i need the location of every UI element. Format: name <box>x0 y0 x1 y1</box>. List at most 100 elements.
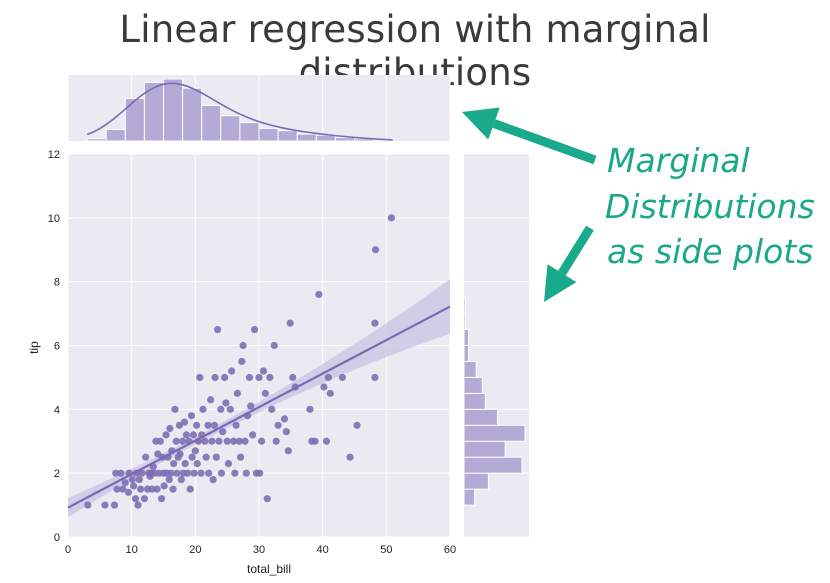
data-point <box>184 469 192 477</box>
data-point <box>172 437 180 445</box>
data-point <box>232 421 240 429</box>
data-point <box>289 373 297 382</box>
data-point <box>371 373 379 382</box>
data-point <box>259 367 268 375</box>
data-point <box>217 405 225 413</box>
arrow-to-right-marginal-shaft <box>558 225 594 276</box>
data-point <box>149 463 157 471</box>
data-point <box>197 469 205 477</box>
data-point <box>255 373 263 382</box>
data-point <box>326 389 334 397</box>
data-point <box>226 405 234 413</box>
data-point <box>284 447 292 455</box>
data-point <box>188 453 196 461</box>
x-tick-label: 10 <box>126 544 138 556</box>
regression-line <box>67 305 451 509</box>
data-point <box>128 475 136 484</box>
data-point <box>274 421 282 429</box>
data-point <box>138 469 146 477</box>
right-histogram-bar <box>463 440 506 458</box>
top-histogram-bar <box>277 130 298 142</box>
top-histogram-bar <box>334 137 355 142</box>
data-point <box>117 469 125 477</box>
top-histogram-bar <box>201 104 222 142</box>
data-point <box>212 453 220 461</box>
data-point <box>353 421 361 429</box>
right-histogram-bar <box>463 376 483 394</box>
arrow-to-top-marginal <box>462 107 597 165</box>
data-point <box>270 341 278 350</box>
data-point <box>135 475 143 484</box>
top-histogram-bar <box>163 78 184 142</box>
data-point <box>189 431 198 439</box>
data-point <box>236 453 245 461</box>
data-point <box>256 469 264 477</box>
data-point <box>207 396 215 404</box>
data-point <box>136 485 145 493</box>
y-tick-label: 8 <box>54 277 60 289</box>
top-histogram-bar <box>86 138 107 142</box>
data-point <box>110 501 119 509</box>
data-point <box>247 402 255 410</box>
right-histogram-bar <box>463 456 523 474</box>
data-point <box>241 437 249 445</box>
data-point <box>371 246 380 254</box>
right-histogram-bar <box>463 424 526 442</box>
data-point <box>157 495 166 503</box>
data-point <box>219 428 227 436</box>
data-point <box>322 437 331 445</box>
data-point <box>387 214 396 222</box>
data-point <box>190 469 198 477</box>
data-point <box>315 290 323 299</box>
right-histogram-bar <box>463 472 489 490</box>
top-histogram-bar <box>258 127 279 142</box>
data-point <box>124 488 133 496</box>
data-point <box>162 431 170 439</box>
data-point <box>201 437 209 445</box>
data-point <box>268 405 276 413</box>
data-point <box>179 437 187 445</box>
right-histogram-bar <box>463 345 470 362</box>
data-point <box>166 424 174 433</box>
data-point <box>228 367 236 375</box>
data-point <box>231 469 239 477</box>
data-point <box>221 373 229 382</box>
data-point <box>346 453 354 461</box>
x-tick-label: 60 <box>444 544 456 556</box>
arrow-to-right-marginal-head <box>544 264 577 302</box>
data-point <box>165 475 173 484</box>
data-point <box>205 469 213 477</box>
data-point <box>134 501 142 509</box>
data-point <box>148 485 156 493</box>
data-point <box>167 469 175 477</box>
data-point <box>311 437 319 445</box>
data-point <box>280 415 289 423</box>
data-point <box>217 469 226 477</box>
top-histogram-bar <box>296 133 317 142</box>
data-point <box>101 501 109 509</box>
data-point <box>249 431 257 439</box>
data-point <box>177 475 185 484</box>
x-axis-label: total_bill <box>247 562 291 576</box>
data-point <box>242 469 250 477</box>
data-point <box>239 341 247 350</box>
annotation: Marginal Distributions as side plots <box>462 107 815 302</box>
data-point <box>193 421 201 429</box>
data-point <box>214 325 222 334</box>
data-point <box>84 501 92 509</box>
top-marginal-histogram <box>67 75 451 142</box>
data-point <box>129 482 138 490</box>
data-point <box>257 437 266 445</box>
data-point <box>209 475 217 484</box>
y-tick-label: 6 <box>54 341 60 353</box>
data-point <box>199 405 207 413</box>
data-point <box>233 389 241 397</box>
data-point <box>245 373 254 382</box>
data-point <box>286 319 294 327</box>
x-tick-label: 50 <box>380 544 392 556</box>
data-point <box>181 459 189 468</box>
data-point <box>208 437 216 445</box>
arrow-to-top-marginal-head <box>462 107 500 140</box>
y-tick-label: 12 <box>48 149 60 161</box>
